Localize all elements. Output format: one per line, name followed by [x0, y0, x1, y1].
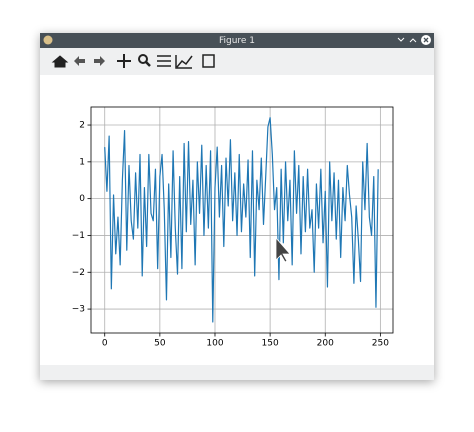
save-button[interactable]: [202, 54, 215, 68]
y-tick-label: 0: [79, 194, 85, 204]
edit-axis-button[interactable]: [175, 55, 193, 69]
maximize-button[interactable]: [409, 38, 417, 43]
forward-button[interactable]: [94, 56, 105, 66]
y-tick-label: −1: [72, 231, 85, 241]
axes-frame: [90, 106, 394, 334]
zoom-handle: [145, 61, 151, 67]
y-tick-label: 1: [79, 157, 85, 167]
back-button[interactable]: [74, 56, 85, 66]
close-icon: [423, 37, 429, 43]
plot: 0 50 100 150 200 250 −3 −2 −1 0 1 2: [72, 107, 393, 349]
minimize-button[interactable]: [397, 37, 405, 42]
pan-button[interactable]: [117, 54, 131, 68]
mouse-cursor: [275, 236, 291, 263]
x-tick-label: 200: [317, 339, 334, 349]
x-tick-label: 150: [262, 339, 279, 349]
x-tick-label: 250: [372, 339, 389, 349]
window-title: Figure 1: [219, 36, 255, 46]
x-tick-label: 50: [154, 339, 166, 349]
x-tick-label: 0: [102, 339, 108, 349]
y-tick-label: −3: [72, 305, 85, 315]
zoom-button[interactable]: [138, 54, 148, 64]
data-line: [104, 117, 379, 323]
app-icon: [43, 35, 53, 45]
configure-button[interactable]: [157, 55, 171, 67]
y-tick-label: 2: [79, 121, 85, 131]
home-button[interactable]: [51, 55, 69, 68]
x-tick-label: 100: [206, 339, 223, 349]
y-tick-label: −2: [72, 268, 85, 278]
toolbar: [51, 54, 215, 69]
title-bar: [40, 33, 434, 48]
